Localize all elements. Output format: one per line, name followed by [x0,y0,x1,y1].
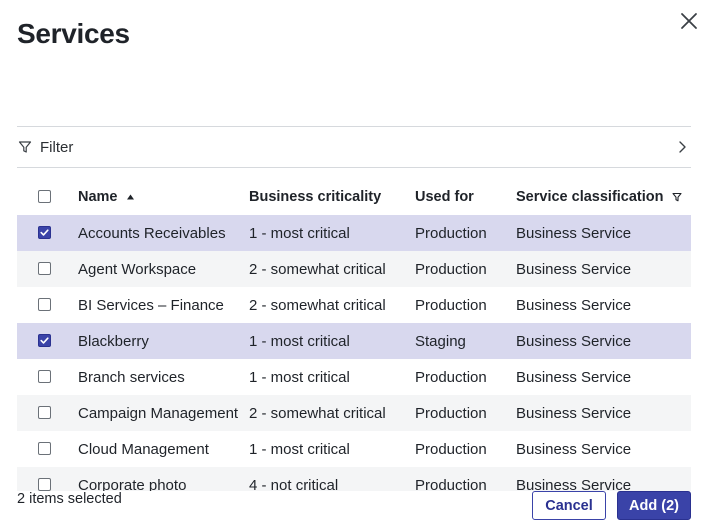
cell-name: Branch services [78,368,185,386]
select-all-checkbox[interactable] [38,190,51,203]
table-header-row: Name Business criticality Used for Servi… [17,179,691,215]
checkmark-icon [40,229,49,236]
row-checkbox[interactable] [38,226,51,239]
table-row[interactable]: Accounts Receivables 1 - most critical Pro… [17,215,691,251]
selection-count: 2 items selected [17,491,122,507]
column-header-name[interactable]: Name [78,189,135,205]
cell-used-for: Production [415,368,487,386]
cell-classification: Business Service [516,368,632,386]
cell-criticality: 2 - somewhat critical [249,404,386,422]
cell-classification: Business Service [516,224,632,242]
column-header-classification-label: Service classification [516,189,664,205]
column-header-name-label: Name [78,189,118,205]
cell-used-for: Staging [415,332,466,350]
cell-criticality: 1 - most critical [249,224,350,242]
row-checkbox[interactable] [38,298,51,311]
cell-name: Accounts Receivables [78,224,226,242]
cell-used-for: Production [415,260,487,278]
cell-criticality: 2 - somewhat critical [249,260,386,278]
column-header-classification[interactable]: Service classification [516,189,682,205]
cell-used-for: Production [415,476,487,492]
cell-classification: Business Service [516,260,632,278]
cell-used-for: Production [415,296,487,314]
cell-classification: Business Service [516,440,632,458]
column-header-used-for[interactable]: Used for [415,189,474,205]
filter-icon [18,140,32,154]
row-checkbox[interactable] [38,370,51,383]
cell-criticality: 1 - most critical [249,368,350,386]
cell-classification: Business Service [516,296,632,314]
table-row[interactable]: Campaign Management 2 - somewhat critical… [17,395,691,431]
column-header-criticality[interactable]: Business criticality [249,189,382,205]
cell-used-for: Production [415,224,487,242]
sort-ascending-icon [126,194,134,200]
close-icon [681,13,697,29]
cell-used-for: Production [415,404,487,422]
table-row[interactable]: Agent Workspace 2 - somewhat critical Prod… [17,251,691,287]
cell-name: BI Services – Finance [78,296,224,314]
cell-criticality: 4 - not critical [249,476,339,492]
cancel-button[interactable]: Cancel [532,491,606,520]
cell-criticality: 1 - most critical [249,332,350,350]
cell-criticality: 2 - somewhat critical [249,296,386,314]
row-checkbox[interactable] [38,442,51,455]
row-checkbox[interactable] [38,406,51,419]
row-checkbox[interactable] [38,478,51,491]
row-checkbox[interactable] [38,334,51,347]
cell-criticality: 1 - most critical [249,440,350,458]
filter-icon[interactable] [671,192,682,202]
services-table: Name Business criticality Used for Servi… [17,179,691,491]
table-row[interactable]: Branch services 1 - most critical Producti… [17,359,691,395]
cell-classification: Business Service [516,332,632,350]
filter-bar[interactable]: Filter [17,126,691,168]
filter-label: Filter [40,138,74,156]
cell-classification: Business Service [516,476,632,492]
row-checkbox[interactable] [38,262,51,275]
cell-classification: Business Service [516,404,632,422]
checkmark-icon [40,337,49,344]
dialog-title: Services [17,18,130,49]
close-button[interactable] [678,10,700,32]
table-row[interactable]: Cloud Management 1 - most critical Product… [17,431,691,467]
cell-name: Cloud Management [78,440,209,458]
cell-name: Corporate photo [78,476,187,492]
table-row[interactable]: Corporate photo 4 - not critical Productio… [17,467,691,491]
cell-used-for: Production [415,440,487,458]
table-row[interactable]: BI Services – Finance 2 - somewhat critic… [17,287,691,323]
cell-name: Agent Workspace [78,260,197,278]
table-row[interactable]: Blackberry 1 - most critical Staging Busine… [17,323,691,359]
chevron-right-icon[interactable] [677,140,687,154]
add-button[interactable]: Add (2) [617,491,691,520]
cell-name: Campaign Management [78,404,239,422]
cell-name: Blackberry [78,332,149,350]
